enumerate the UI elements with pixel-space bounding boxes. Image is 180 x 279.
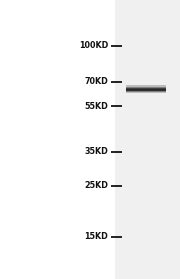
Text: 100KD: 100KD — [79, 42, 108, 50]
Text: 55KD: 55KD — [84, 102, 108, 111]
Text: 15KD: 15KD — [84, 232, 108, 242]
Bar — [115, 0, 180, 279]
Text: 35KD: 35KD — [84, 147, 108, 156]
Bar — [126, 86, 166, 88]
Bar — [126, 88, 166, 90]
Bar — [126, 90, 166, 92]
Text: 70KD: 70KD — [84, 77, 108, 86]
Bar — [126, 85, 166, 87]
Bar — [126, 89, 166, 91]
Bar — [126, 92, 166, 93]
Text: 25KD: 25KD — [84, 181, 108, 190]
